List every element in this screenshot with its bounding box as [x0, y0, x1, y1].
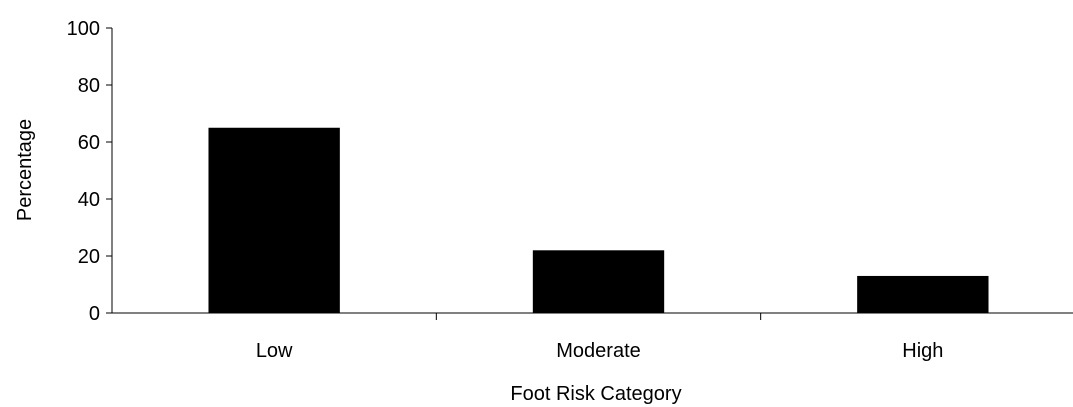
x-tick-label: High: [902, 340, 943, 362]
bars: [208, 127, 989, 313]
y-axis: 0 20 40 60 80 100: [67, 18, 113, 325]
x-tick-label: Moderate: [556, 340, 641, 362]
x-tick-label: Low: [256, 340, 293, 362]
x-axis: Low Moderate High: [112, 312, 1073, 362]
y-axis-title: Percentage: [14, 119, 36, 221]
plot-area: 0 20 40 60 80 100 Low Moderate High: [67, 18, 1073, 362]
y-tick-label: 100: [67, 18, 100, 40]
y-tick-label: 0: [89, 303, 100, 325]
bar-low: [208, 127, 340, 313]
y-tick-label: 60: [78, 132, 100, 154]
y-tick-label: 40: [78, 189, 100, 211]
x-axis-title: Foot Risk Category: [510, 383, 681, 405]
bar-moderate: [532, 250, 665, 313]
bar-high: [857, 275, 989, 313]
y-tick-label: 20: [78, 246, 100, 268]
y-tick-label: 80: [78, 75, 100, 97]
